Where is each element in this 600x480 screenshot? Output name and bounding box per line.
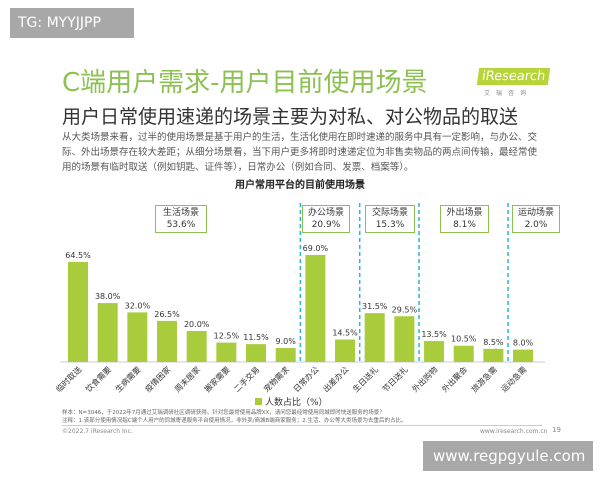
category-label: 饮食需要	[83, 364, 113, 394]
value-label: 20.0%	[184, 320, 210, 329]
logo-sub: 艾瑞咨询	[484, 90, 533, 97]
category-label: 运动急需	[499, 364, 529, 394]
value-label: 64.5%	[65, 251, 91, 260]
bar	[305, 255, 326, 362]
page-title: C端用户需求-用户目前使用场景	[62, 68, 428, 98]
category-label: 生病需要	[113, 364, 143, 394]
copyright: ©2022.7 iResearch Inc.	[62, 428, 133, 435]
category-label: 外出聚会	[439, 364, 469, 394]
group-value: 8.1%	[453, 220, 476, 230]
category-label: 生日送礼	[350, 364, 380, 394]
footer-url: www.iresearch.com.cn	[480, 428, 548, 435]
group-box: 办公场景 20.9%	[302, 205, 350, 233]
category-label: 宠物需求	[261, 364, 291, 394]
sample-note: 样本：N=3046，于2022年7月通过艾瑞调研社区调研获得。针对您最常使用品牌…	[62, 410, 385, 416]
bar	[68, 261, 88, 362]
group-name: 外出场景	[446, 208, 483, 218]
group-name: 生活场景	[162, 208, 199, 218]
bar	[275, 348, 296, 362]
category-label: 节日送礼	[380, 364, 410, 394]
group-name: 运动场景	[517, 208, 554, 218]
category-label: 旅游急需	[469, 364, 499, 394]
bar	[424, 341, 445, 362]
bar	[335, 339, 356, 362]
group-value: 53.6%	[166, 220, 196, 230]
legend-label: 人数占比（%）	[265, 398, 328, 408]
category-label: 二手交易	[232, 364, 262, 394]
category-label: 外出购物	[410, 364, 440, 394]
bar	[453, 345, 474, 362]
category-label: 日常办公	[291, 364, 321, 394]
bar	[127, 312, 148, 362]
group-value: 2.0%	[524, 220, 548, 230]
group-value: 15.3%	[375, 220, 405, 230]
bar	[186, 330, 207, 362]
value-label: 13.5%	[421, 330, 447, 339]
category-label: 搬家需要	[202, 364, 232, 394]
chart-title: 用户常用平台的目前使用场景	[235, 180, 365, 191]
bar	[364, 313, 385, 362]
legend: 人数占比（%）	[255, 395, 328, 408]
category-label: 临时取送	[54, 364, 84, 394]
value-label: 26.5%	[154, 310, 180, 319]
value-label: 69.0%	[303, 244, 329, 253]
value-label: 38.0%	[95, 292, 121, 301]
category-label: 出差办公	[321, 364, 351, 394]
value-label: 10.5%	[451, 335, 477, 344]
value-label: 11.5%	[243, 333, 269, 342]
group-box: 运动场景 2.0%	[512, 205, 560, 233]
legend-swatch	[255, 398, 262, 405]
category-label: 疫情困家	[143, 364, 173, 394]
watermark-top: TG: MYYJJPP	[10, 8, 134, 38]
page-subtitle: 用户日常使用速递的场景主要为对私、对公物品的取送	[62, 106, 519, 128]
group-box: 生活场景 53.6%	[155, 205, 207, 233]
group-name: 办公场景	[307, 208, 344, 218]
group-value: 20.9%	[311, 220, 341, 230]
bar	[157, 320, 178, 362]
value-label: 9.0%	[276, 337, 297, 346]
group-box: 交际场景 15.3%	[365, 205, 415, 233]
value-label: 14.5%	[332, 329, 358, 338]
description: 从大类场景来看，过半的使用场景是基于用户的生活，生活化使用在即时速递的服务中具有…	[62, 132, 538, 173]
category-label: 周末居家	[172, 364, 202, 394]
group-box: 外出场景 8.1%	[440, 205, 489, 233]
bar	[246, 344, 267, 362]
bar	[513, 349, 534, 362]
value-label: 29.5%	[392, 305, 418, 314]
value-label: 32.0%	[125, 301, 151, 310]
value-label: 8.5%	[483, 338, 504, 347]
bar	[216, 342, 237, 362]
annotation-note: 注释：1.该部分使用情况指C端个人用户的同城寄递服务平台使用情况，非外卖/商城B…	[62, 418, 407, 424]
bar	[394, 316, 415, 362]
bar	[97, 303, 118, 362]
group-name: 交际场景	[371, 208, 408, 218]
value-label: 12.5%	[214, 332, 240, 341]
bar	[483, 348, 504, 362]
watermark-bottom: www.regpgyule.com	[423, 441, 593, 471]
page-number: 19	[552, 426, 561, 434]
value-label: 31.5%	[362, 302, 388, 311]
value-label: 8.0%	[513, 339, 534, 348]
